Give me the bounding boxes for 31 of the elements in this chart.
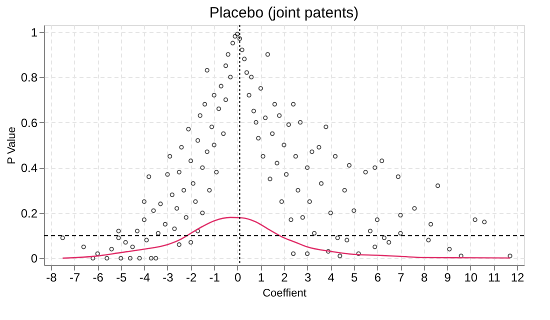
x-tick-label: -8 [46, 270, 58, 284]
y-tick-label: 1 [30, 25, 38, 40]
x-tick-label: 11 [488, 270, 501, 284]
x-tick-label: 7 [398, 270, 405, 284]
x-tick-label: 2 [281, 270, 288, 284]
y-tick-label: 0 [30, 252, 38, 266]
y-tick-label: 0.8 [20, 70, 38, 85]
x-tick-label: 12 [510, 270, 525, 284]
chart-title: Placebo (joint patents) [209, 4, 359, 22]
y-tick-label: 0.2 [20, 206, 38, 220]
x-tick-label: -5 [116, 270, 128, 284]
y-tick-label: 0.6 [20, 116, 38, 130]
y-tick-label: 0.4 [20, 161, 38, 176]
y-axis-title: P Value [6, 126, 18, 164]
x-axis-title: Coeffient [262, 288, 306, 300]
x-tick-label: -2 [186, 270, 197, 284]
x-tick-label: 10 [464, 270, 478, 284]
x-tick-label: 4 [328, 270, 335, 284]
x-tick-label: 8 [420, 270, 428, 284]
x-tick-label: -6 [92, 270, 104, 284]
x-tick-label: -7 [69, 270, 80, 284]
line-series [62, 216, 511, 259]
x-tick-label: -3 [162, 270, 174, 284]
x-tick-label: 1 [258, 270, 265, 284]
x-tick-label: -1 [209, 270, 220, 284]
x-tick-label: 9 [444, 270, 452, 284]
x-tick-label: 0 [234, 270, 242, 284]
x-tick-label: 3 [304, 270, 312, 284]
x-tick-label: -4 [139, 270, 150, 284]
x-tick-label: 5 [351, 270, 358, 284]
x-tick-label: 6 [374, 270, 382, 284]
